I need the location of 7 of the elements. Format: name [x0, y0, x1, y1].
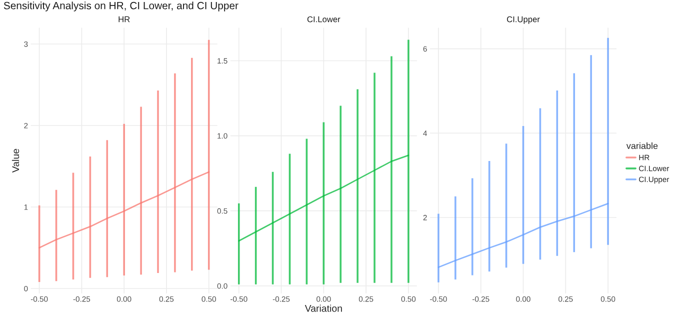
chart-title: HR [118, 16, 130, 22]
y-axis-title: Value [12, 148, 20, 173]
text: Sensitivity Analysis on HR, CI Lower, and CI Upper [4, 2, 238, 12]
chart-title: CI.Upper [506, 16, 540, 24]
x-axis-title: Variation [304, 304, 342, 312]
chart-title: CI.Lower [307, 16, 340, 22]
legend-title: variable [626, 142, 658, 150]
